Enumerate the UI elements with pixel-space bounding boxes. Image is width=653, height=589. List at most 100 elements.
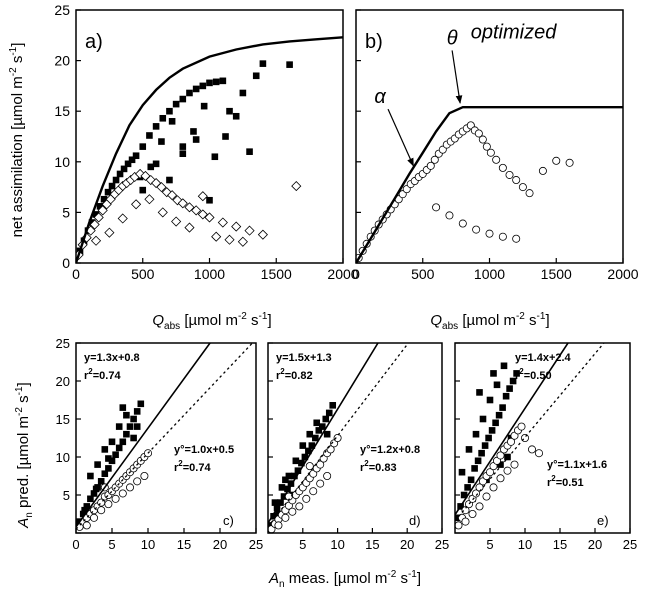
x-tick-label: 20 bbox=[400, 537, 414, 552]
data-point bbox=[432, 203, 441, 212]
r-squared-open: r2=0.83 bbox=[360, 459, 397, 474]
data-point bbox=[291, 181, 302, 192]
panel-b-frame bbox=[355, 9, 624, 264]
data-point bbox=[112, 176, 120, 184]
data-point bbox=[133, 423, 141, 430]
data-point bbox=[97, 205, 108, 216]
data-point bbox=[281, 513, 290, 522]
data-point bbox=[506, 437, 515, 446]
data-point bbox=[482, 492, 491, 501]
data-point bbox=[465, 446, 473, 453]
data-point bbox=[472, 430, 480, 438]
data-point bbox=[179, 143, 187, 150]
data-point bbox=[298, 459, 305, 467]
y-tick-label: 10 bbox=[54, 154, 70, 170]
data-point bbox=[259, 60, 267, 67]
data-point bbox=[278, 484, 286, 491]
data-point bbox=[184, 202, 195, 213]
regression-line bbox=[76, 343, 211, 528]
data-point bbox=[499, 404, 506, 411]
data-point bbox=[104, 227, 115, 238]
r-squared-filled: r2=0.74 bbox=[84, 367, 121, 382]
annotation-optimized: optimized bbox=[471, 21, 557, 43]
data-point bbox=[471, 489, 480, 498]
data-point bbox=[513, 370, 520, 377]
top-x-axis-label-left: Qabs [µmol m-2 s-1] bbox=[152, 311, 271, 332]
data-point bbox=[101, 446, 109, 453]
data-point bbox=[108, 457, 116, 465]
data-point bbox=[316, 460, 325, 469]
data-point bbox=[285, 472, 293, 480]
data-point bbox=[246, 148, 253, 155]
data-point bbox=[498, 232, 507, 241]
data-point bbox=[244, 225, 255, 236]
data-point bbox=[166, 107, 173, 115]
data-point bbox=[120, 165, 128, 173]
data-point bbox=[131, 199, 142, 210]
panel-e: 5 10 15 20 25 e) y=1.4x+2.4 r2=0.50 y°=1.1x+1.6 r… bbox=[454, 342, 637, 552]
data-point bbox=[500, 362, 508, 370]
panel-d-frame bbox=[267, 342, 443, 534]
data-point bbox=[252, 72, 260, 80]
data-point bbox=[301, 453, 309, 461]
data-point bbox=[90, 513, 99, 522]
panel-e-plot-area bbox=[455, 343, 605, 530]
data-point bbox=[305, 447, 312, 455]
data-point bbox=[315, 427, 323, 434]
annotation-theta: θ bbox=[447, 27, 458, 49]
data-point bbox=[538, 166, 547, 175]
data-point bbox=[93, 212, 104, 223]
data-point bbox=[503, 466, 512, 475]
panel-c-frame bbox=[75, 342, 257, 534]
annotation-alpha: α bbox=[374, 86, 386, 108]
x-tick-label: 500 bbox=[411, 266, 435, 282]
regression-equation-open: y°=1.0x+0.5 bbox=[174, 444, 234, 456]
panel-a-plot-area bbox=[76, 36, 343, 263]
data-point bbox=[496, 474, 505, 483]
data-point bbox=[292, 457, 300, 465]
data-point bbox=[133, 408, 141, 415]
data-point bbox=[105, 455, 112, 462]
data-point bbox=[231, 221, 242, 232]
data-point bbox=[119, 438, 127, 446]
data-point bbox=[294, 467, 302, 474]
data-point bbox=[197, 191, 208, 202]
data-point bbox=[308, 442, 316, 449]
data-point bbox=[237, 236, 248, 247]
data-point bbox=[191, 205, 202, 216]
data-point bbox=[97, 478, 105, 485]
data-point bbox=[184, 222, 195, 233]
regression-equation-open: y°=1.2x+0.8 bbox=[360, 444, 420, 456]
data-point bbox=[152, 160, 160, 168]
data-point bbox=[192, 85, 200, 93]
one-to-one-fit-line bbox=[268, 343, 410, 528]
data-point bbox=[528, 445, 537, 454]
data-point bbox=[177, 198, 188, 209]
data-point bbox=[166, 176, 173, 184]
data-point bbox=[97, 506, 106, 515]
data-point bbox=[333, 433, 342, 442]
data-point bbox=[117, 213, 128, 224]
data-point bbox=[496, 451, 505, 460]
data-point bbox=[90, 235, 102, 246]
data-point bbox=[458, 219, 467, 228]
data-point bbox=[510, 460, 519, 469]
data-point bbox=[219, 77, 227, 85]
panel-label-d: d) bbox=[409, 513, 421, 528]
x-tick-label: 0 bbox=[72, 537, 79, 552]
data-point bbox=[282, 476, 289, 484]
data-point bbox=[322, 415, 330, 423]
data-point bbox=[476, 389, 483, 396]
data-point bbox=[291, 472, 298, 480]
y-tick-label: 10 bbox=[56, 450, 70, 465]
r-squared-filled: r2=0.50 bbox=[515, 367, 552, 382]
r-squared-filled: r2=0.82 bbox=[276, 367, 313, 382]
data-point bbox=[115, 444, 123, 452]
data-point bbox=[224, 234, 235, 245]
y-tick-label: 25 bbox=[54, 2, 70, 18]
panel-c-plot-area bbox=[76, 343, 254, 531]
x-tick-label: 500 bbox=[131, 266, 155, 282]
data-point bbox=[490, 370, 497, 377]
data-point bbox=[146, 132, 153, 139]
